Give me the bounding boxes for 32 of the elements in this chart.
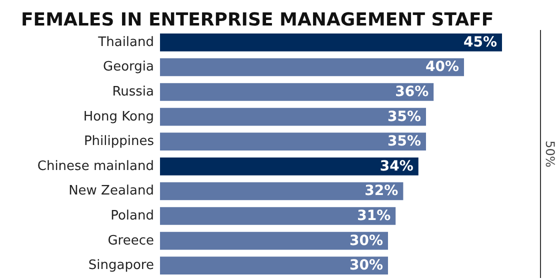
data-label: 34% (380, 158, 414, 174)
ref-line-label: 50% (543, 140, 557, 168)
y-tick-label: Hong Kong (83, 109, 154, 124)
y-tick-label: Greece (108, 233, 154, 248)
bar (160, 256, 388, 275)
bar (160, 182, 404, 200)
bar (160, 108, 426, 126)
data-label: 31% (357, 208, 391, 224)
bar (160, 83, 434, 101)
bar (160, 132, 426, 151)
y-tick-label: Georgia (103, 60, 154, 75)
y-tick-label: Philippines (84, 134, 154, 150)
data-label: 35% (387, 108, 421, 125)
data-label: 32% (364, 183, 398, 200)
y-tick-label: Chinese mainland (37, 158, 154, 174)
bar (160, 33, 502, 52)
data-label: 30% (349, 258, 383, 274)
y-tick-label: Russia (112, 84, 154, 100)
data-label: 36% (395, 84, 429, 100)
bar (160, 157, 418, 176)
data-label: 35% (387, 134, 421, 150)
chart-title: FEMALES IN ENTERPRISE MANAGEMENT STAFF (21, 10, 494, 30)
y-tick-label: New Zealand (68, 184, 154, 199)
data-label: 40% (425, 59, 459, 76)
data-label: 45% (463, 34, 497, 50)
data-label: 30% (349, 232, 383, 249)
y-tick-label: Singapore (88, 258, 154, 274)
bar (160, 207, 396, 225)
y-tick-label: Poland (110, 208, 154, 224)
bar (160, 58, 464, 76)
y-tick-label: Thailand (97, 34, 154, 50)
bar (160, 232, 388, 250)
